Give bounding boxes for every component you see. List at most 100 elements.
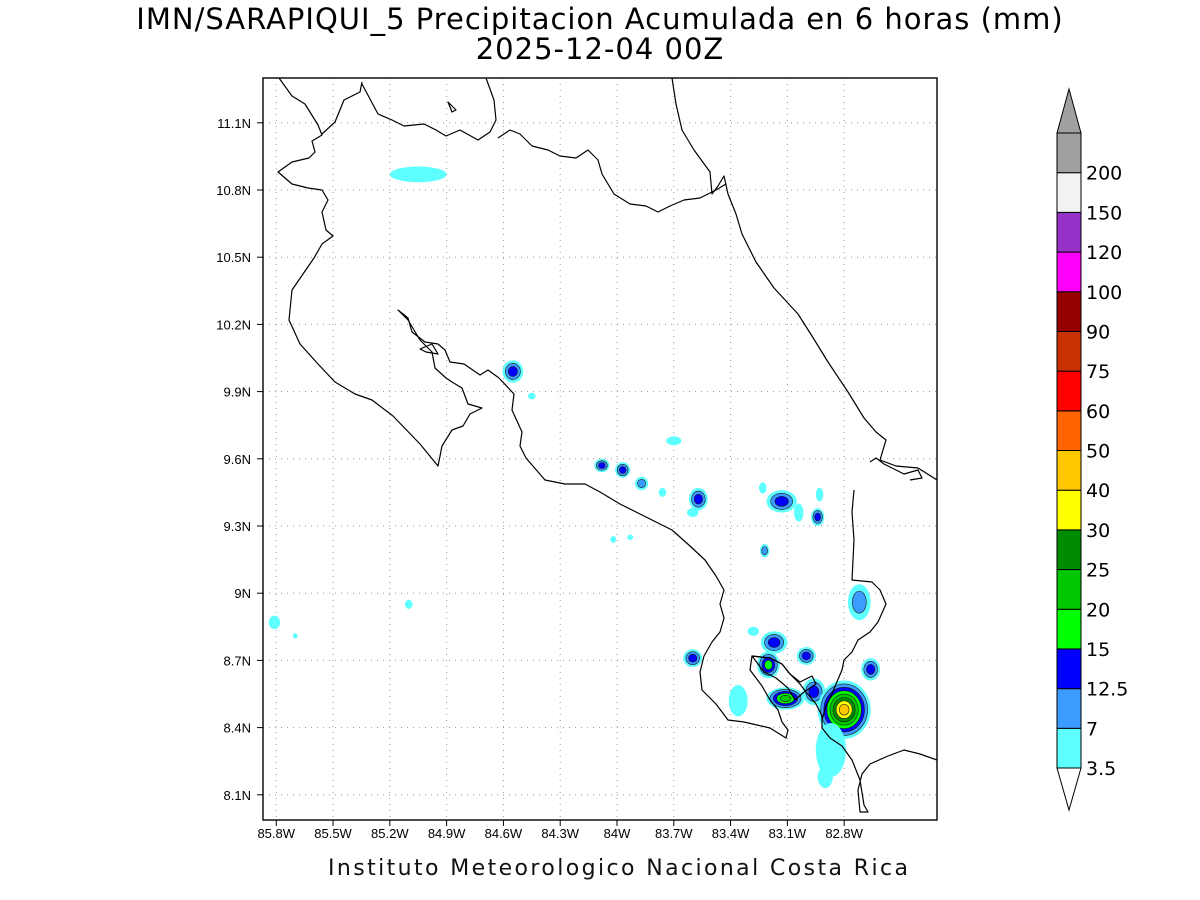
gulf-of-nicoya-island — [419, 343, 439, 355]
precip-contour — [627, 534, 634, 540]
institution-footer: Instituto Meteorologico Nacional Costa R… — [328, 856, 911, 881]
colorbar-swatch — [1056, 450, 1082, 491]
colorbar-swatch — [1056, 291, 1082, 332]
latitude-tick-label: 10.8N — [216, 183, 251, 198]
precip-cell — [796, 646, 816, 665]
colorbar-label: 20 — [1086, 599, 1110, 621]
longitude-tick-label: 84.3W — [541, 826, 579, 841]
colorbar-label: 200 — [1086, 163, 1122, 185]
longitude-tick-label: 83.7W — [655, 826, 693, 841]
colorbar-label: 12.5 — [1086, 679, 1128, 701]
precip-contour — [758, 482, 767, 494]
precip-contour — [764, 659, 773, 670]
precip-cell — [528, 392, 536, 400]
precip-contour — [774, 496, 789, 507]
longitude-tick-label: 85.8W — [257, 826, 295, 841]
precip-contour — [619, 466, 627, 474]
precip-contour — [779, 694, 792, 702]
coastline-borders — [277, 78, 937, 813]
precip-contour — [761, 546, 768, 556]
colorbar-label: 50 — [1086, 441, 1110, 463]
precip-contour — [801, 651, 811, 661]
precip-contour — [728, 685, 748, 717]
longitude-tick-label: 84.6W — [485, 826, 523, 841]
precip-contour — [815, 487, 824, 502]
precip-cell — [688, 487, 708, 511]
precip-contour — [292, 633, 298, 639]
latitude-tick-label: 8.7N — [224, 653, 251, 668]
precip-cell — [815, 487, 824, 502]
colorbar-lower-arrow — [1056, 767, 1082, 812]
precip-contour — [528, 392, 536, 400]
precip-contour — [852, 590, 867, 614]
precip-contour — [687, 508, 699, 518]
precip-contour — [389, 166, 447, 183]
precip-cell — [802, 678, 826, 706]
latitude-tick-label: 11.1N — [217, 116, 251, 131]
precip-cell — [627, 534, 634, 540]
precip-contour — [268, 615, 281, 630]
colorbar-label: 60 — [1086, 401, 1110, 423]
precip-cell — [728, 685, 748, 717]
precip-cell — [687, 508, 699, 518]
colorbar-swatch — [1056, 608, 1082, 650]
precip-contour — [637, 479, 646, 488]
map-title-line-1: IMN/SARAPIQUI_5 Precipitacion Acumulada … — [136, 2, 1064, 36]
precip-cell — [861, 658, 881, 681]
precip-cell — [847, 584, 871, 621]
precip-cell — [594, 458, 610, 473]
precip-cell — [610, 536, 617, 543]
precip-cell — [815, 723, 847, 777]
precip-cell — [811, 508, 825, 526]
latitude-tick-label: 9.9N — [224, 385, 251, 400]
colorbar-label: 25 — [1086, 560, 1110, 582]
precip-contour — [793, 503, 804, 522]
precip-cell — [759, 543, 770, 558]
precip-cell — [766, 490, 797, 513]
colorbar-label: 75 — [1086, 361, 1110, 383]
colorbar-label: 7 — [1086, 718, 1098, 740]
precip-cell — [292, 633, 298, 639]
latitude-tick-label: 8.4N — [224, 721, 251, 736]
caribbean-coastline — [671, 78, 937, 481]
precip-cell — [683, 649, 703, 668]
colorbar-swatch — [1056, 172, 1082, 213]
precip-contour — [747, 626, 759, 636]
precip-contour — [693, 493, 703, 505]
colorbar-swatch — [1056, 211, 1082, 253]
precip-contour — [598, 462, 606, 469]
precip-cell — [634, 476, 649, 491]
colorbar-label: 40 — [1086, 480, 1110, 502]
colorbar-swatch — [1056, 648, 1082, 690]
colorbar-swatch — [1056, 132, 1082, 174]
colorbar-swatch — [1056, 688, 1082, 729]
precip-contour — [814, 512, 821, 522]
precipitation-field — [268, 166, 881, 789]
colorbar-swatch — [1056, 529, 1082, 571]
precip-cell — [817, 765, 833, 789]
precip-cell — [758, 482, 767, 494]
precip-contour — [610, 536, 617, 543]
precip-cell — [658, 487, 667, 497]
precip-cell — [502, 360, 524, 383]
colorbar-label: 100 — [1086, 282, 1122, 304]
precip-cell — [404, 599, 413, 609]
latitude-tick-label: 10.5N — [216, 250, 251, 265]
colorbar-swatch — [1056, 370, 1082, 412]
precip-contour — [404, 599, 413, 609]
precip-cell — [389, 166, 447, 183]
colorbar-label: 15 — [1086, 639, 1110, 661]
precip-contour — [507, 366, 518, 377]
colorbar-label: 120 — [1086, 242, 1122, 264]
precip-cell — [615, 462, 631, 478]
latitude-tick-label: 9N — [234, 586, 251, 601]
precip-contour — [838, 703, 850, 716]
precip-cell — [268, 615, 281, 630]
latitude-tick-label: 9.6N — [224, 452, 251, 467]
precip-contour — [767, 637, 781, 648]
longitude-tick-label: 83.4W — [712, 826, 750, 841]
colorbar-swatch — [1056, 330, 1082, 372]
latitude-tick-label: 10.2N — [216, 317, 251, 332]
colorbar-swatch — [1056, 727, 1082, 769]
